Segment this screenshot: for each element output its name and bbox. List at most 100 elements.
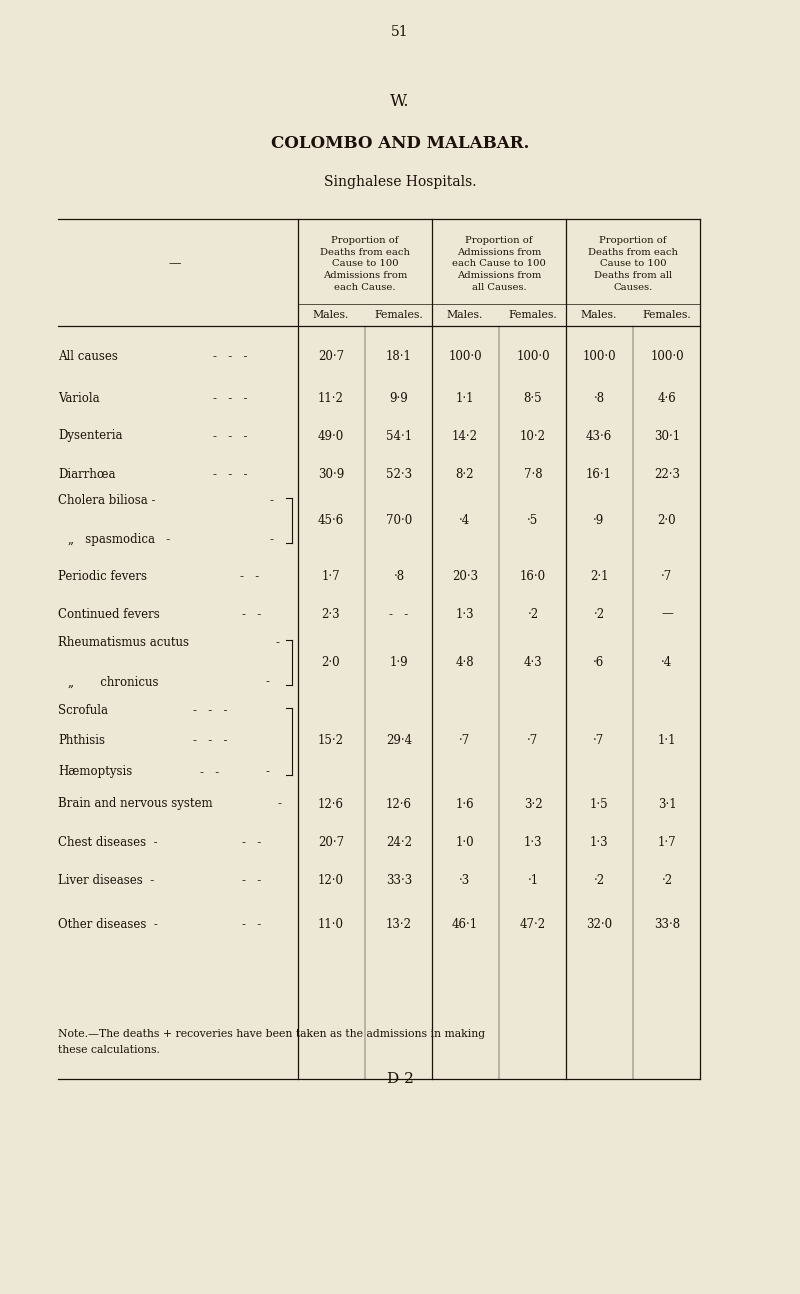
Text: Liver diseases  -: Liver diseases - xyxy=(58,875,154,888)
Text: 33·3: 33·3 xyxy=(386,875,412,888)
Text: 1·7: 1·7 xyxy=(322,569,340,582)
Text: 3·1: 3·1 xyxy=(658,797,676,810)
Text: 30·1: 30·1 xyxy=(654,430,680,443)
Text: 1·3: 1·3 xyxy=(524,836,542,849)
Text: -: - xyxy=(266,675,270,688)
Text: COLOMBO AND MALABAR.: COLOMBO AND MALABAR. xyxy=(271,136,529,153)
Text: Cholera biliosa -: Cholera biliosa - xyxy=(58,494,155,507)
Text: Females.: Females. xyxy=(374,311,423,320)
Text: -   -: - - xyxy=(242,917,262,930)
Text: 30·9: 30·9 xyxy=(318,467,344,480)
Text: Brain and nervous system: Brain and nervous system xyxy=(58,797,213,810)
Text: Other diseases  -: Other diseases - xyxy=(58,917,158,930)
Text: Continued fevers: Continued fevers xyxy=(58,607,160,621)
Text: 12·6: 12·6 xyxy=(318,797,344,810)
Text: 46·1: 46·1 xyxy=(452,917,478,930)
Text: -   -: - - xyxy=(200,766,220,779)
Text: 43·6: 43·6 xyxy=(586,430,612,443)
Text: ·2: ·2 xyxy=(594,875,605,888)
Text: D 2: D 2 xyxy=(386,1071,414,1086)
Text: Phthisis: Phthisis xyxy=(58,735,105,748)
Text: 18·1: 18·1 xyxy=(386,351,412,364)
Text: ·2: ·2 xyxy=(594,607,605,621)
Text: 20·7: 20·7 xyxy=(318,836,344,849)
Text: 100·0: 100·0 xyxy=(516,351,550,364)
Text: -   -: - - xyxy=(240,569,260,582)
Text: 11·0: 11·0 xyxy=(318,917,344,930)
Text: Diarrhœa: Diarrhœa xyxy=(58,467,115,480)
Text: ·4: ·4 xyxy=(459,515,470,528)
Text: 47·2: 47·2 xyxy=(520,917,546,930)
Text: 2·0: 2·0 xyxy=(322,656,340,669)
Text: ·8: ·8 xyxy=(594,392,605,405)
Text: 52·3: 52·3 xyxy=(386,467,412,480)
Text: ·7: ·7 xyxy=(594,735,605,748)
Text: -   -   -: - - - xyxy=(213,430,247,443)
Text: —: — xyxy=(169,258,182,270)
Text: -   -   -: - - - xyxy=(213,467,247,480)
Text: 70·0: 70·0 xyxy=(386,515,412,528)
Text: 100·0: 100·0 xyxy=(582,351,616,364)
Text: -   -   -: - - - xyxy=(193,704,227,717)
Text: Dysenteria: Dysenteria xyxy=(58,430,122,443)
Text: 45·6: 45·6 xyxy=(318,515,344,528)
Text: 1·3: 1·3 xyxy=(590,836,608,849)
Text: 51: 51 xyxy=(391,25,409,39)
Text: 100·0: 100·0 xyxy=(650,351,684,364)
Text: 15·2: 15·2 xyxy=(318,735,344,748)
Text: Males.: Males. xyxy=(447,311,483,320)
Text: All causes: All causes xyxy=(58,351,118,364)
Text: 8·5: 8·5 xyxy=(524,392,542,405)
Text: 20·7: 20·7 xyxy=(318,351,344,364)
Text: 16·0: 16·0 xyxy=(520,569,546,582)
Text: ·4: ·4 xyxy=(662,656,673,669)
Text: these calculations.: these calculations. xyxy=(58,1046,160,1055)
Text: 1·1: 1·1 xyxy=(456,392,474,405)
Text: -: - xyxy=(278,797,282,810)
Text: 32·0: 32·0 xyxy=(586,917,612,930)
Text: „   spasmodica   -: „ spasmodica - xyxy=(68,533,170,546)
Text: 7·8: 7·8 xyxy=(524,467,542,480)
Text: 1·7: 1·7 xyxy=(658,836,676,849)
Text: 12·0: 12·0 xyxy=(318,875,344,888)
Text: 11·2: 11·2 xyxy=(318,392,344,405)
Text: -   -: - - xyxy=(242,836,262,849)
Text: Rheumatismus acutus: Rheumatismus acutus xyxy=(58,637,189,650)
Text: W.: W. xyxy=(390,93,410,110)
Text: 100·0: 100·0 xyxy=(448,351,482,364)
Text: ·9: ·9 xyxy=(594,515,605,528)
Text: 20·3: 20·3 xyxy=(452,569,478,582)
Text: 10·2: 10·2 xyxy=(520,430,546,443)
Text: 4·6: 4·6 xyxy=(658,392,676,405)
Text: Proportion of
Admissions from
each Cause to 100
Admissions from
all Causes.: Proportion of Admissions from each Cause… xyxy=(452,236,546,292)
Text: 4·3: 4·3 xyxy=(524,656,542,669)
Text: 2·0: 2·0 xyxy=(658,515,676,528)
Text: 1·0: 1·0 xyxy=(456,836,474,849)
Text: -: - xyxy=(270,533,274,546)
Text: 12·6: 12·6 xyxy=(386,797,412,810)
Text: 1·5: 1·5 xyxy=(590,797,608,810)
Text: 29·4: 29·4 xyxy=(386,735,412,748)
Text: 24·2: 24·2 xyxy=(386,836,412,849)
Text: Females.: Females. xyxy=(642,311,691,320)
Text: -: - xyxy=(266,766,270,779)
Text: 3·2: 3·2 xyxy=(524,797,542,810)
Text: ·7: ·7 xyxy=(459,735,470,748)
Text: -   -   -: - - - xyxy=(213,351,247,364)
Text: -: - xyxy=(276,637,280,650)
Text: Females.: Females. xyxy=(509,311,558,320)
Text: 2·3: 2·3 xyxy=(322,607,340,621)
Text: 49·0: 49·0 xyxy=(318,430,344,443)
Text: Singhalese Hospitals.: Singhalese Hospitals. xyxy=(324,175,476,189)
Text: Males.: Males. xyxy=(581,311,617,320)
Text: „       chronicus: „ chronicus xyxy=(68,675,158,688)
Text: 13·2: 13·2 xyxy=(386,917,412,930)
Text: -   -: - - xyxy=(242,875,262,888)
Text: -   -   -: - - - xyxy=(193,735,227,748)
Text: Males.: Males. xyxy=(313,311,349,320)
Text: 22·3: 22·3 xyxy=(654,467,680,480)
Text: Note.—The deaths + recoveries have been taken as the admissions in making: Note.—The deaths + recoveries have been … xyxy=(58,1029,485,1039)
Text: 4·8: 4·8 xyxy=(456,656,474,669)
Text: 54·1: 54·1 xyxy=(386,430,412,443)
Text: 14·2: 14·2 xyxy=(452,430,478,443)
